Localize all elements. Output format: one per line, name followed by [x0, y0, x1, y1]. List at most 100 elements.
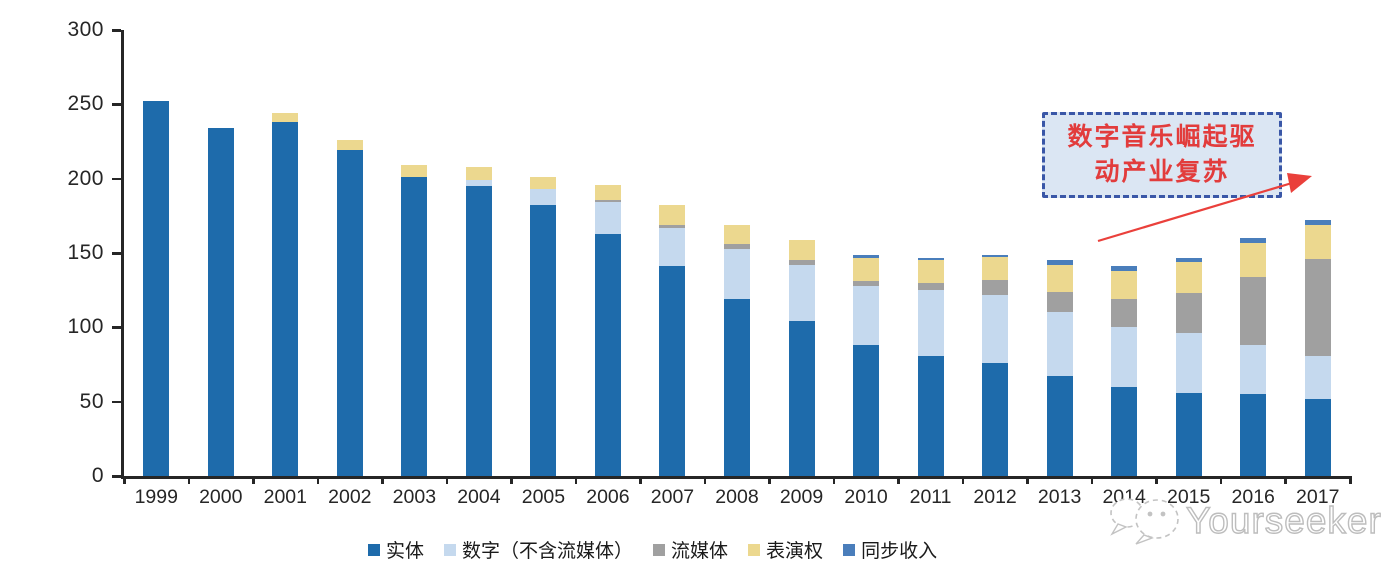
x-tick-15	[1090, 476, 1094, 484]
legend-swatch-streaming	[653, 543, 666, 556]
x-tick-19	[1349, 476, 1352, 484]
x-label-2010: 2010	[844, 486, 888, 508]
x-label-2008: 2008	[715, 486, 759, 508]
bar-2001	[272, 113, 299, 476]
x-tick-12	[897, 476, 900, 484]
x-label-2012: 2012	[973, 486, 1017, 508]
segment-physical-2013	[1046, 376, 1073, 476]
x-tick-9	[703, 476, 707, 484]
segment-digital-2013	[1046, 312, 1073, 377]
x-label-2011: 2011	[909, 486, 952, 508]
segment-sync-2010	[853, 254, 880, 258]
bar-2017	[1304, 220, 1331, 476]
segment-sync-2015	[1175, 257, 1202, 262]
x-tick-1	[187, 476, 191, 484]
bar-2007	[659, 205, 686, 476]
segment-physical-2006	[594, 233, 621, 476]
bar-2015	[1175, 257, 1202, 476]
x-tick-13	[961, 476, 965, 484]
segment-performance-2003	[401, 165, 428, 178]
x-label-2003: 2003	[392, 486, 437, 508]
segment-streaming-2009	[788, 260, 815, 265]
segment-physical-2007	[659, 266, 686, 476]
segment-physical-2005	[530, 205, 557, 476]
bar-2000	[207, 128, 234, 476]
segment-performance-2017	[1304, 224, 1331, 259]
y-tick-label-250: 250	[67, 92, 104, 116]
segment-performance-2002	[336, 140, 363, 151]
legend-swatch-digital	[444, 543, 457, 556]
segment-performance-2016	[1240, 242, 1267, 277]
segment-physical-2003	[401, 177, 428, 476]
legend-label-streaming: 流媒体	[671, 541, 729, 562]
legend-label-sync: 同步收入	[861, 541, 938, 562]
x-label-2009: 2009	[779, 486, 824, 508]
segment-streaming-2010	[853, 281, 880, 286]
segment-digital-2016	[1240, 345, 1267, 395]
y-tick-250	[112, 103, 121, 106]
bar-2002	[336, 140, 363, 476]
segment-digital-2004	[465, 180, 492, 187]
legend-swatch-sync	[843, 543, 856, 556]
bar-2005	[530, 177, 557, 476]
bar-2016	[1240, 238, 1267, 476]
segment-performance-2007	[659, 205, 686, 225]
segment-streaming-2015	[1175, 293, 1202, 334]
legend-label-digital: 数字（不含流媒体）	[462, 541, 634, 562]
segment-streaming-2017	[1304, 258, 1331, 356]
y-tick-label-200: 200	[67, 166, 104, 190]
x-tick-17	[1219, 476, 1223, 484]
segment-performance-2004	[465, 166, 492, 181]
x-tick-8	[639, 476, 642, 484]
x-label-2001: 2001	[263, 486, 307, 508]
segment-streaming-2006	[594, 199, 621, 203]
y-tick-label-100: 100	[67, 315, 104, 339]
y-tick-200	[112, 177, 121, 181]
segment-digital-2014	[1111, 327, 1138, 387]
y-tick-label-50: 50	[79, 389, 104, 413]
segment-physical-2004	[465, 186, 492, 476]
segment-physical-2017	[1304, 398, 1331, 476]
x-label-2016: 2016	[1231, 486, 1275, 508]
segment-streaming-2007	[659, 224, 686, 228]
segment-physical-2001	[272, 122, 299, 476]
bar-2006	[594, 184, 621, 476]
segment-physical-1999	[143, 101, 170, 476]
x-tick-11	[832, 476, 836, 484]
segment-streaming-2013	[1046, 291, 1073, 313]
segment-performance-2015	[1175, 261, 1202, 294]
segment-physical-2012	[982, 363, 1009, 476]
segment-sync-2014	[1111, 266, 1138, 271]
x-label-2004: 2004	[457, 486, 501, 508]
legend-swatch-physical	[368, 543, 380, 556]
segment-digital-2009	[788, 264, 815, 322]
x-tick-3	[316, 476, 320, 484]
segment-digital-2010	[853, 285, 880, 346]
y-tick-label-150: 150	[67, 241, 104, 264]
segment-physical-2008	[724, 299, 750, 476]
segment-streaming-2011	[917, 282, 944, 291]
x-tick-5	[445, 476, 449, 484]
x-tick-10	[768, 476, 771, 484]
segment-performance-2008	[724, 224, 750, 245]
legend-swatch-performance	[748, 543, 761, 556]
segment-physical-2014	[1111, 386, 1138, 476]
x-tick-2	[252, 476, 255, 484]
segment-physical-2000	[207, 128, 234, 476]
segment-physical-2010	[853, 345, 880, 476]
segment-performance-2012	[982, 257, 1009, 280]
segment-physical-2011	[917, 355, 944, 476]
bar-1999	[143, 101, 170, 476]
segment-digital-2008	[724, 248, 750, 300]
segment-performance-2006	[594, 184, 621, 200]
segment-streaming-2014	[1111, 299, 1138, 328]
x-tick-18	[1284, 476, 1287, 484]
segment-performance-2005	[530, 177, 557, 190]
x-tick-0	[123, 476, 126, 484]
x-label-2017: 2017	[1296, 486, 1340, 508]
segment-performance-2010	[853, 257, 880, 282]
legend: 实体 数字（不含流媒体） 流媒体 表演权 同步收入	[368, 536, 937, 563]
x-tick-14	[1026, 476, 1029, 484]
y-tick-50	[112, 400, 121, 404]
